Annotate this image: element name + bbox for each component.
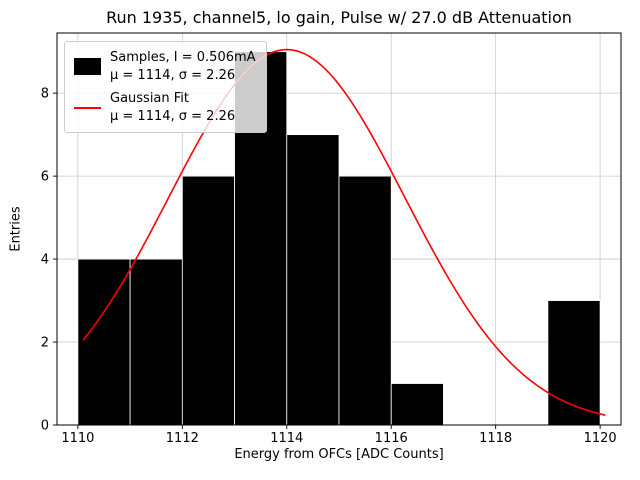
histogram-bar bbox=[286, 134, 340, 426]
x-tick-label: 1116 bbox=[375, 431, 408, 446]
legend-label-line: Gaussian Fit bbox=[110, 91, 190, 107]
x-axis-label: Energy from OFCs [ADC Counts] bbox=[234, 447, 444, 462]
legend-label-line: μ = 1114, σ = 2.26 bbox=[110, 67, 236, 83]
swatch bbox=[74, 58, 101, 76]
legend-entry: Gaussian Fit μ = 1114, σ = 2.26 bbox=[74, 90, 256, 125]
y-tick-label: 4 bbox=[41, 253, 49, 268]
y-axis-label: Entries bbox=[8, 206, 24, 252]
gaussian-fit-curve bbox=[82, 48, 606, 416]
x-tick-label: 1114 bbox=[270, 431, 303, 446]
histogram-bar bbox=[77, 258, 131, 426]
x-tick-label: 1120 bbox=[584, 431, 617, 446]
chart-title: Run 1935, channel5, lo gain, Pulse w/ 27… bbox=[106, 8, 572, 27]
swatch bbox=[74, 106, 101, 109]
histogram-bar bbox=[129, 258, 183, 426]
histogram-bar bbox=[547, 300, 601, 426]
histogram-bar bbox=[181, 175, 235, 426]
fit-line-swatch-icon bbox=[74, 106, 101, 109]
y-tick-label: 2 bbox=[41, 336, 49, 351]
legend: Samples, I = 0.506mA μ = 1114, σ = 2.26 Ga… bbox=[64, 41, 267, 134]
histogram-bar bbox=[390, 383, 444, 426]
x-tick-label: 1118 bbox=[479, 431, 512, 446]
y-tick-label: 0 bbox=[41, 419, 49, 434]
histogram-swatch-icon bbox=[74, 58, 101, 76]
x-tick-label: 1112 bbox=[166, 431, 199, 446]
y-tick-label: 6 bbox=[41, 170, 49, 185]
axes-frame bbox=[56, 32, 622, 426]
legend-label-line: μ = 1114, σ = 2.26 bbox=[110, 108, 236, 124]
y-tick-label: 8 bbox=[41, 87, 49, 102]
histogram-bar bbox=[338, 175, 392, 426]
x-tick-label: 1110 bbox=[61, 431, 94, 446]
legend-label-line: Samples, I = 0.506mA bbox=[110, 50, 256, 65]
legend-label: Gaussian Fit μ = 1114, σ = 2.26 bbox=[110, 90, 235, 125]
legend-entry: Samples, I = 0.506mA μ = 1114, σ = 2.26 bbox=[74, 49, 256, 84]
legend-label: Samples, I = 0.506mA μ = 1114, σ = 2.26 bbox=[110, 49, 256, 84]
